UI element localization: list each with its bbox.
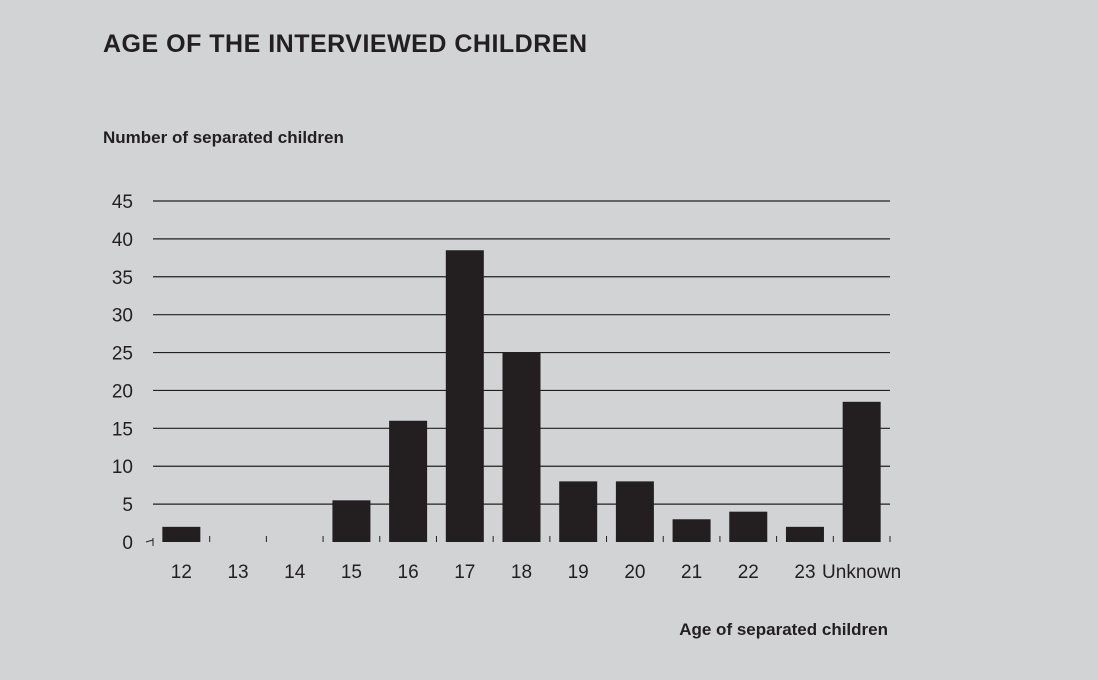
bar [502, 352, 541, 542]
bar [162, 526, 201, 542]
x-tick-label: 19 [568, 562, 589, 583]
x-tick-label: 23 [794, 562, 815, 583]
bar [785, 526, 824, 542]
y-tick-label: 25 [112, 344, 133, 365]
y-tick-label: 5 [122, 495, 133, 516]
x-tick-label: 17 [454, 562, 475, 583]
bar [389, 420, 428, 542]
x-tick-label: 22 [738, 562, 759, 583]
y-tick-label: 0 [122, 533, 133, 554]
chart-title: AGE OF THE INTERVIEWED CHILDREN [103, 30, 588, 58]
bar [672, 519, 711, 542]
y-tick-label: 15 [112, 419, 133, 440]
y-tick-label: 40 [112, 230, 133, 251]
bar [842, 401, 881, 542]
bar [332, 500, 371, 542]
y-tick-label: 30 [112, 306, 133, 327]
x-axis-label: Age of separated children [679, 620, 888, 639]
bar [445, 250, 484, 542]
x-tick-label: 18 [511, 562, 532, 583]
y-tick-label: 35 [112, 268, 133, 289]
bar [559, 481, 598, 542]
x-tick-label: Unknown [822, 562, 901, 583]
x-tick-label: 12 [171, 562, 192, 583]
bar [615, 481, 654, 542]
y-axis-label: Number of separated children [103, 128, 344, 147]
y-tick-label: 45 [112, 192, 133, 213]
x-tick-label: 15 [341, 562, 362, 583]
baseline-stub [145, 539, 154, 543]
x-tick-label: 16 [398, 562, 419, 583]
x-tick-label: 20 [624, 562, 645, 583]
y-tick-label: 20 [112, 381, 133, 402]
x-tick-label: 13 [227, 562, 248, 583]
x-tick-label: 21 [681, 562, 702, 583]
bar [729, 511, 768, 542]
y-tick-label: 10 [112, 457, 133, 478]
x-tick-label: 14 [284, 562, 306, 583]
